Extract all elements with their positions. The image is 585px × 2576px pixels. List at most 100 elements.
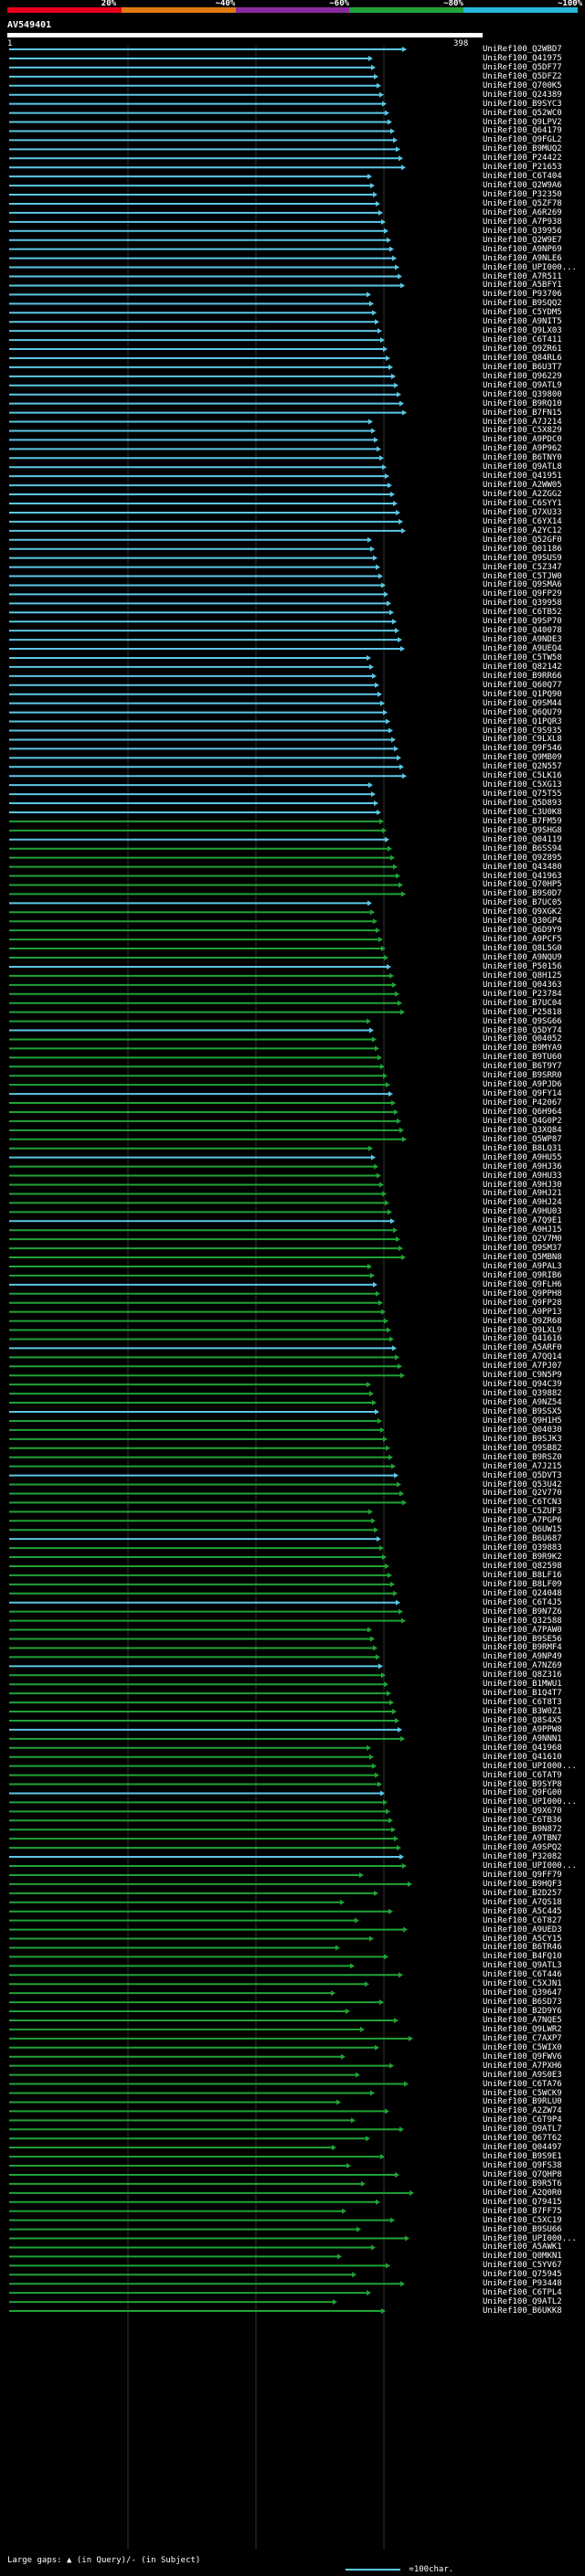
hit-label[interactable]: UniRef100_Q39883 [483,1543,562,1553]
hit-label[interactable]: UniRef100_B9SQQ2 [483,299,562,309]
hit-label[interactable]: UniRef100_A7QQ14 [483,1352,562,1362]
hit-label[interactable]: UniRef100_B9RLU0 [483,2097,562,2107]
hit-label[interactable]: UniRef100_B3W0Z1 [483,1707,562,1717]
hit-label[interactable]: UniRef100_A2WW05 [483,481,562,491]
hit-label[interactable]: UniRef100_Q7XU33 [483,507,562,517]
hit-label[interactable]: UniRef100_P24422 [483,154,562,164]
hit-label[interactable]: UniRef100_Q9FGL2 [483,135,562,145]
hit-label[interactable]: UniRef100_Q7QHP8 [483,2169,562,2179]
hit-label[interactable]: UniRef100_B6U687 [483,1534,562,1544]
hit-label[interactable]: UniRef100_Q5DF77 [483,62,562,72]
hit-label[interactable]: UniRef100_A6R269 [483,207,562,217]
hit-label[interactable]: UniRef100_Q60Q77 [483,680,562,690]
hit-label[interactable]: UniRef100_A9HJ24 [483,1198,562,1208]
hit-label[interactable]: UniRef100_C5XJN1 [483,1979,562,1989]
hit-label[interactable]: UniRef100_C3U0K8 [483,807,562,817]
hit-label[interactable]: UniRef100_Q2V770 [483,1489,562,1499]
hit-label[interactable]: UniRef100_B9S0D7 [483,889,562,899]
hit-label[interactable]: UniRef100_Q41616 [483,1334,562,1344]
hit-label[interactable]: UniRef100_A7PXH6 [483,2061,562,2071]
hit-label[interactable]: UniRef100_A7NZ69 [483,1661,562,1671]
hit-label[interactable]: UniRef100_B6UKK8 [483,2306,562,2316]
hit-label[interactable]: UniRef100_Q40078 [483,626,562,636]
hit-label[interactable]: UniRef100_Q9F546 [483,744,562,754]
hit-label[interactable]: UniRef100_C6TCN3 [483,1498,562,1508]
hit-label[interactable]: UniRef100_C6T9P4 [483,2115,562,2125]
hit-label[interactable]: UniRef100_C6TAT9 [483,1770,562,1780]
hit-label[interactable]: UniRef100_A9S0E3 [483,2070,562,2080]
hit-label[interactable]: UniRef100_Q75T55 [483,790,562,800]
hit-label[interactable]: UniRef100_A9HJ36 [483,1161,562,1171]
hit-label[interactable]: UniRef100_A9HJ21 [483,1189,562,1199]
hit-label[interactable]: UniRef100_B9MUQ2 [483,144,562,154]
hit-label[interactable]: UniRef100_C6YX14 [483,516,562,526]
hit-label[interactable]: UniRef100_A7NQE5 [483,2015,562,2025]
hit-label[interactable]: UniRef100_B8LF09 [483,1579,562,1589]
hit-label[interactable]: UniRef100_Q6QU79 [483,707,562,717]
hit-label[interactable]: UniRef100_B6T9Y7 [483,1062,562,1072]
hit-label[interactable]: UniRef100_B2D257 [483,1888,562,1898]
hit-label[interactable]: UniRef100_Q9H1H5 [483,1415,562,1426]
hit-label[interactable]: UniRef100_UPI000... [483,2233,577,2243]
hit-label[interactable]: UniRef100_Q9ATL8 [483,462,562,472]
hit-label[interactable]: UniRef100_Q9LWR2 [483,2024,562,2034]
hit-label[interactable]: UniRef100_Q1PQR3 [483,716,562,726]
hit-label[interactable]: UniRef100_A7QS18 [483,1897,562,1907]
hit-label[interactable]: UniRef100_C6TB36 [483,1816,562,1826]
hit-label[interactable]: UniRef100_Q9Z895 [483,853,562,863]
hit-label[interactable]: UniRef100_C5ZUF3 [483,1507,562,1517]
hit-label[interactable]: UniRef100_C5XC19 [483,2215,562,2225]
hit-label[interactable]: UniRef100_A9HJ15 [483,1225,562,1235]
hit-label[interactable]: UniRef100_C6TA76 [483,2079,562,2089]
hit-label[interactable]: UniRef100_Q9FY14 [483,1089,562,1099]
hit-label[interactable]: UniRef100_Q53U42 [483,1479,562,1489]
hit-label[interactable]: UniRef100_Q9FS38 [483,2161,562,2171]
hit-label[interactable]: UniRef100_P42067 [483,1098,562,1108]
hit-label[interactable]: UniRef100_Q41963 [483,871,562,881]
hit-label[interactable]: UniRef100_Q04030 [483,1425,562,1435]
hit-label[interactable]: UniRef100_A2Q0R0 [483,2188,562,2198]
hit-label[interactable]: UniRef100_Q6H964 [483,1107,562,1117]
hit-label[interactable]: UniRef100_C5LK16 [483,771,562,781]
hit-label[interactable]: UniRef100_Q9SM37 [483,1244,562,1254]
hit-label[interactable]: UniRef100_Q79415 [483,2197,562,2207]
hit-label[interactable]: UniRef100_C5WCK9 [483,2088,562,2098]
hit-label[interactable]: UniRef100_UPI000... [483,262,577,272]
hit-label[interactable]: UniRef100_C5YV67 [483,2261,562,2271]
hit-label[interactable]: UniRef100_C5XG13 [483,780,562,790]
hit-label[interactable]: UniRef100_P32082 [483,1852,562,1862]
hit-label[interactable]: UniRef100_A9HU03 [483,1207,562,1217]
hit-label[interactable]: UniRef100_C6T827 [483,1915,562,1925]
hit-label[interactable]: UniRef100_B7FN15 [483,408,562,418]
hit-label[interactable]: UniRef100_B9SJK3 [483,1434,562,1444]
hit-label[interactable]: UniRef100_Q75945 [483,2270,562,2280]
hit-label[interactable]: UniRef100_A9NQU9 [483,953,562,962]
hit-label[interactable]: UniRef100_C9LXL8 [483,735,562,745]
hit-label[interactable]: UniRef100_Q96229 [483,371,562,381]
hit-label[interactable]: UniRef100_Q9FG00 [483,1788,562,1798]
hit-label[interactable]: UniRef100_B9SSX5 [483,1407,562,1416]
hit-label[interactable]: UniRef100_Q6D9Y9 [483,926,562,936]
hit-label[interactable]: UniRef100_B8LQ31 [483,1143,562,1153]
hit-label[interactable]: UniRef100_A9NIT5 [483,317,562,327]
hit-label[interactable]: UniRef100_A9HJ30 [483,1180,562,1190]
hit-label[interactable]: UniRef100_B9S9E1 [483,2152,562,2162]
hit-label[interactable]: UniRef100_P50156 [483,961,562,971]
hit-label[interactable]: UniRef100_P25818 [483,1007,562,1017]
hit-label[interactable]: UniRef100_A5CY15 [483,1934,562,1944]
hit-label[interactable]: UniRef100_A9NLE6 [483,253,562,263]
hit-label[interactable]: UniRef100_B9N7Z6 [483,1606,562,1617]
hit-label[interactable]: UniRef100_P93448 [483,2279,562,2289]
hit-label[interactable]: UniRef100_Q41610 [483,1752,562,1762]
hit-label[interactable]: UniRef100_A9HU55 [483,1152,562,1162]
hit-label[interactable]: UniRef100_B7FF75 [483,2206,562,2216]
hit-label[interactable]: UniRef100_B2D9Y6 [483,2007,562,2017]
hit-label[interactable]: UniRef100_A9PAL3 [483,1261,562,1271]
hit-label[interactable]: UniRef100_C6TPL4 [483,2288,562,2298]
hit-label[interactable]: UniRef100_C6T411 [483,335,562,345]
hit-label[interactable]: UniRef100_Q9SUS9 [483,553,562,563]
hit-label[interactable]: UniRef100_A9PP13 [483,1307,562,1317]
hit-label[interactable]: UniRef100_Q2N557 [483,762,562,772]
hit-label[interactable]: UniRef100_C5Z347 [483,562,562,572]
hit-label[interactable]: UniRef100_C5TW58 [483,652,562,663]
